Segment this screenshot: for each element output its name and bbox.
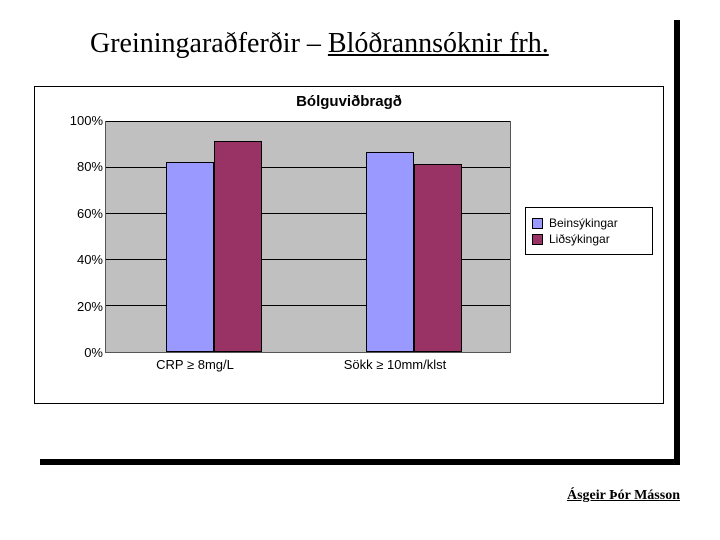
ytick-label: 80% <box>53 159 103 174</box>
legend-label: Beinsýkingar <box>549 216 618 230</box>
bar-lidsykingar-sokk <box>414 164 462 352</box>
legend-label: Liðsýkingar <box>549 232 610 246</box>
chart-container: Bólguviðbragð 0% 20% 40% 60% 80% 100% CR… <box>34 86 664 404</box>
ytick-label: 40% <box>53 252 103 267</box>
author-credit: Ásgeir Þór Másson <box>567 488 680 504</box>
legend-item-lidsykingar: Liðsýkingar <box>532 232 646 246</box>
ytick-label: 100% <box>53 113 103 128</box>
bar-beinsykingar-crp <box>166 162 214 352</box>
plot-area <box>105 121 511 353</box>
bar-lidsykingar-crp <box>214 141 262 352</box>
legend-item-beinsykingar: Beinsýkingar <box>532 216 646 230</box>
legend-swatch-icon <box>532 234 543 245</box>
ytick-label: 0% <box>53 345 103 360</box>
title-underlined: Blóðrannsóknir frh. <box>328 28 549 59</box>
chart-title: Bólguviðbragð <box>35 93 663 110</box>
legend-swatch-icon <box>532 218 543 229</box>
ytick-label: 20% <box>53 299 103 314</box>
bar-beinsykingar-sokk <box>366 152 414 352</box>
legend: Beinsýkingar Liðsýkingar <box>525 207 653 255</box>
xtick-label: CRP ≥ 8mg/L <box>115 357 275 372</box>
ytick-label: 60% <box>53 206 103 221</box>
gridline <box>106 121 510 122</box>
xtick-label: Sökk ≥ 10mm/klst <box>315 357 475 372</box>
title-prefix: Greiningaraðferðir – <box>90 28 328 59</box>
page-title: Greiningaraðferðir – Blóðrannsóknir frh. <box>90 28 549 60</box>
